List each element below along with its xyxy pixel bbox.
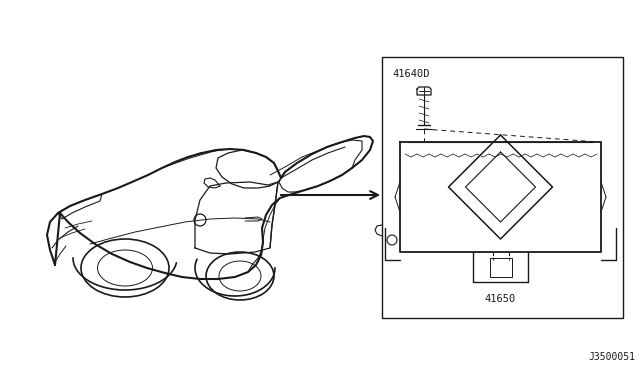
Bar xyxy=(382,57,623,318)
Text: 41650: 41650 xyxy=(485,294,516,304)
Text: J3500051: J3500051 xyxy=(588,352,635,362)
Text: 41640D: 41640D xyxy=(392,69,429,79)
